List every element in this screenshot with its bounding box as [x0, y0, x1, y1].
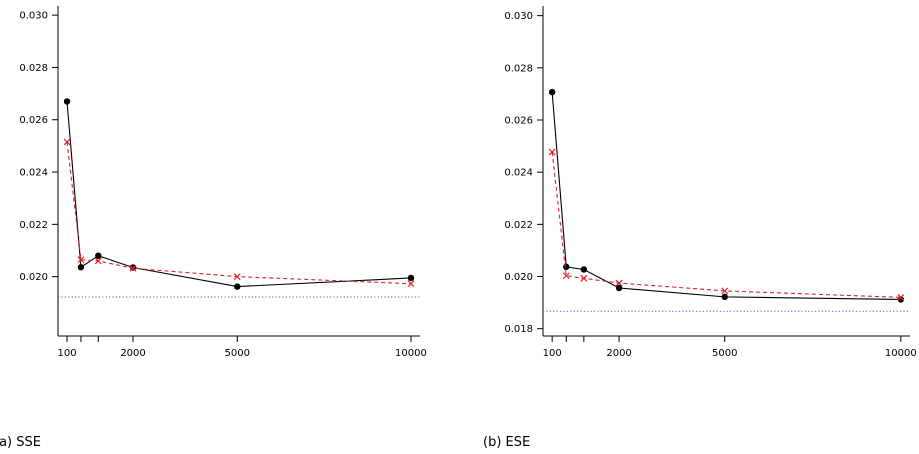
series-point-2: [721, 287, 729, 295]
x-tick-label: 2000: [120, 348, 145, 359]
series-point-2: [233, 273, 241, 281]
series-line-2: [66, 141, 411, 285]
series-point-1: [77, 264, 85, 271]
y-tick-label: 0.030: [504, 11, 533, 22]
panel-sse: 0.020 0.022 0.024 0.026 0.028 0.030 100 2000 500…: [19, 6, 427, 359]
series-point-1: [580, 266, 588, 273]
series-point-1: [407, 274, 415, 282]
series-point-1: [721, 293, 728, 301]
series-point-1: [548, 88, 556, 96]
series-point-2: [615, 279, 623, 287]
x-tick-label: 100: [57, 348, 76, 359]
series-point-2: [77, 256, 85, 264]
x-tick-label: 5000: [712, 348, 737, 359]
x-tick-label: 10000: [885, 348, 917, 359]
series-point-2: [63, 138, 71, 146]
series-line-1: [66, 101, 411, 288]
caption-sse: (a) SSE: [0, 435, 41, 450]
series-point-2: [548, 148, 556, 156]
series-point-1: [63, 98, 71, 105]
y-tick-label: 0.020: [19, 272, 48, 283]
series-point-1: [563, 263, 570, 271]
caption-ese: (b) ESE: [483, 435, 530, 450]
y-tick-label: 0.020: [504, 272, 533, 283]
y-tick-label: 0.022: [19, 220, 48, 231]
y-tick-label: 0.024: [19, 168, 48, 179]
series-point-2: [897, 293, 905, 301]
panel-ese: 0.018 0.020 0.022 0.024 0.026 0.028 0.030 100 20…: [504, 6, 917, 359]
y-tick-label: 0.030: [19, 11, 48, 22]
series-point-1: [95, 252, 102, 259]
y-tick-label: 0.018: [504, 324, 533, 335]
series-line-1: [551, 92, 901, 301]
y-tick-label: 0.028: [19, 63, 48, 74]
x-tick-label: 5000: [225, 348, 250, 359]
series-line-2: [551, 152, 901, 298]
x-tick-label: 2000: [606, 348, 631, 359]
series-point-2: [129, 264, 137, 272]
y-tick-label: 0.026: [504, 116, 533, 127]
series-point-1: [615, 284, 623, 292]
series-point-2: [94, 257, 102, 265]
y-tick-label: 0.024: [504, 168, 533, 179]
y-tick-label: 0.026: [19, 115, 48, 126]
x-tick-label: 100: [543, 348, 562, 359]
series-point-2: [562, 272, 570, 280]
series-point-2: [580, 274, 588, 282]
y-tick-label: 0.022: [504, 220, 533, 231]
series-point-1: [234, 283, 241, 290]
y-tick-label: 0.028: [504, 63, 533, 74]
x-tick-label: 10000: [395, 348, 427, 359]
series-point-2: [407, 280, 415, 288]
